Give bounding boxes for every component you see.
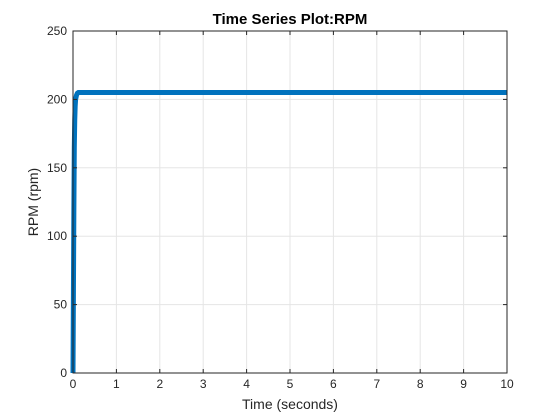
x-tick-label: 9: [460, 377, 467, 391]
x-axis-label: Time (seconds): [242, 396, 338, 412]
x-tick-label: 1: [113, 377, 120, 391]
x-tick-label: 6: [330, 377, 337, 391]
y-axis-label: RPM (rpm): [25, 168, 41, 236]
x-tick-label: 7: [373, 377, 380, 391]
x-tick-label: 4: [243, 377, 250, 391]
x-tick-label: 0: [70, 377, 77, 391]
y-tick-labels: 0 50 100 150 200 250: [47, 24, 67, 380]
y-tick-label: 200: [47, 92, 67, 106]
x-tick-label: 2: [156, 377, 163, 391]
x-tick-labels: 0 1 2 3 4 5 6 7 8 9 10: [70, 377, 514, 391]
x-tick-label: 8: [417, 377, 424, 391]
grid-lines: [73, 31, 507, 373]
y-tick-label: 250: [47, 24, 67, 38]
x-tick-label: 5: [287, 377, 294, 391]
x-tick-label: 10: [500, 377, 514, 391]
tick-marks: [72, 30, 508, 374]
y-tick-label: 100: [47, 229, 67, 243]
series-line-rpm: [70, 90, 507, 374]
chart-title: Time Series Plot:RPM: [213, 11, 368, 28]
y-tick-label: 50: [54, 298, 68, 312]
y-tick-label: 150: [47, 161, 67, 175]
series-layer: [70, 90, 507, 374]
x-tick-label: 3: [200, 377, 207, 391]
y-tick-label: 0: [60, 366, 67, 380]
